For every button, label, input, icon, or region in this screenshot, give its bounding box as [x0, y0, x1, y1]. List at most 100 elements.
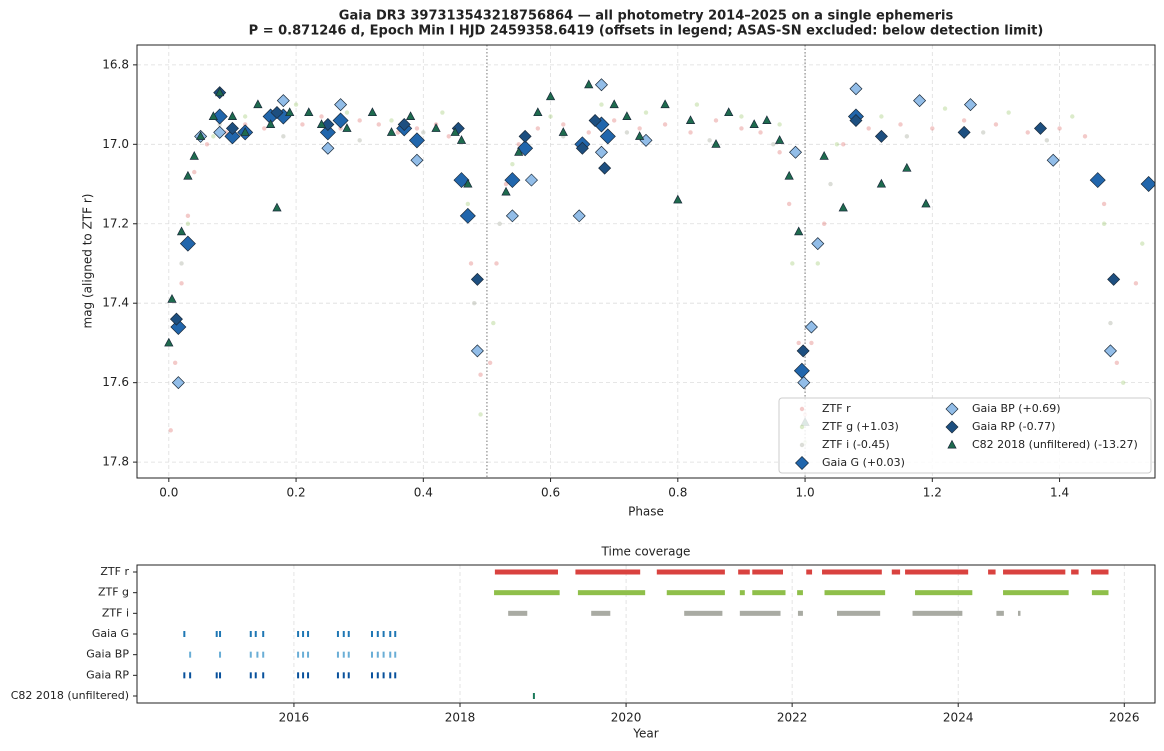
diamond-marker — [410, 153, 424, 167]
diamond-marker — [599, 128, 616, 145]
triangle-marker — [673, 194, 683, 204]
diamond-marker — [598, 161, 612, 175]
dot-marker — [185, 213, 191, 219]
observation-tick — [389, 651, 392, 658]
triangle-marker — [711, 139, 721, 148]
dot-marker — [904, 134, 910, 139]
diamond-marker — [849, 82, 863, 96]
diamond-marker — [504, 172, 521, 189]
diamond-marker — [170, 319, 187, 336]
dot-marker — [494, 261, 499, 266]
diamond-marker — [913, 94, 927, 108]
legend-label: ZTF r — [822, 402, 851, 415]
triangle-marker — [316, 119, 327, 128]
dot-marker — [497, 221, 502, 226]
diamond-marker — [963, 98, 977, 112]
x-tick-label: 0.2 — [287, 486, 306, 500]
legend-label: Gaia G (+0.03) — [822, 456, 905, 469]
dot-marker — [930, 126, 935, 131]
dot-marker — [707, 138, 712, 143]
diamond-marker — [572, 209, 586, 223]
dot-marker — [300, 122, 305, 127]
observation-tick — [532, 693, 535, 699]
coverage-span — [738, 569, 750, 575]
coverage-span — [912, 610, 963, 616]
triangle-marker — [762, 115, 772, 124]
observation-tick — [382, 631, 385, 637]
x-tick-label: 2020 — [611, 711, 642, 725]
diamond-marker — [470, 272, 484, 286]
observation-tick — [249, 631, 252, 637]
dot-marker — [510, 161, 515, 167]
y-tick-label: Gaia BP — [86, 648, 129, 661]
dot-marker — [739, 114, 744, 119]
diamond-marker — [270, 106, 284, 120]
observation-tick — [297, 651, 300, 658]
y-tick-label: 17.8 — [102, 455, 129, 469]
x-tick-label: 1.2 — [923, 486, 942, 500]
observation-tick — [256, 651, 259, 658]
dot-marker — [344, 110, 350, 115]
diamond-marker — [321, 141, 335, 155]
dot-marker — [771, 142, 776, 147]
diamond-marker — [408, 132, 425, 149]
coverage-span — [1017, 610, 1021, 616]
dot-marker — [468, 261, 474, 266]
dot-marker — [981, 130, 986, 135]
triangle-marker — [514, 147, 524, 156]
diamond-marker — [459, 207, 476, 224]
diamond-marker — [594, 78, 608, 92]
coverage-span — [822, 569, 882, 575]
coverage-span — [915, 590, 973, 596]
diamond-marker — [575, 141, 589, 155]
observation-tick — [219, 651, 222, 658]
y-tick-label: 17.2 — [102, 216, 129, 230]
observation-tick — [342, 672, 345, 679]
dot-marker — [395, 130, 401, 135]
dot-marker — [168, 428, 173, 433]
diamond-marker — [213, 125, 227, 139]
triangle-marker — [208, 111, 218, 121]
chart-title: Gaia DR3 397313543218756864 — all photom… — [339, 9, 954, 24]
legend: ZTF r ZTF g (+1.03) ZTF i (-0.45) Gaia G (+… — [778, 397, 1152, 474]
dot-marker — [799, 424, 805, 430]
observation-tick — [370, 651, 373, 658]
observation-tick — [183, 631, 186, 637]
triangle-marker — [660, 99, 670, 109]
triangle-marker — [456, 135, 467, 144]
dot-marker — [942, 106, 948, 111]
x-tick-label: 0.6 — [541, 486, 560, 500]
coverage-span — [666, 590, 725, 596]
dot-marker — [446, 134, 451, 139]
observation-tick — [183, 672, 186, 679]
x-tick-label: 0.4 — [414, 486, 433, 500]
observation-tick — [302, 672, 305, 679]
coverage-span — [752, 569, 784, 575]
x-tick-label: 2018 — [445, 711, 476, 725]
observation-tick — [307, 672, 310, 679]
diamond-marker — [804, 320, 818, 334]
dot-marker — [185, 221, 191, 226]
plot-frame — [136, 564, 1156, 704]
legend-label: Gaia BP (+0.69) — [972, 402, 1061, 415]
triangle-marker — [253, 99, 263, 109]
coverage-span — [824, 590, 886, 596]
diamond-marker — [276, 94, 290, 108]
coverage-span — [656, 569, 725, 575]
triangle-marker — [304, 107, 314, 117]
dot-marker — [478, 372, 483, 377]
triangle-marker — [622, 111, 632, 121]
y-tick-label: 17.0 — [102, 137, 129, 151]
dot-marker — [834, 142, 840, 147]
dot-marker — [535, 126, 541, 131]
dot-marker — [993, 122, 999, 127]
observation-tick — [254, 631, 257, 637]
triangle-marker — [724, 107, 734, 117]
observation-tick — [394, 651, 397, 658]
x-axis-label: Phase — [628, 505, 664, 519]
dot-marker — [758, 130, 763, 135]
triangle-marker — [272, 202, 282, 212]
diamond-marker — [945, 402, 959, 416]
y-tick-label: 17.4 — [102, 296, 129, 310]
